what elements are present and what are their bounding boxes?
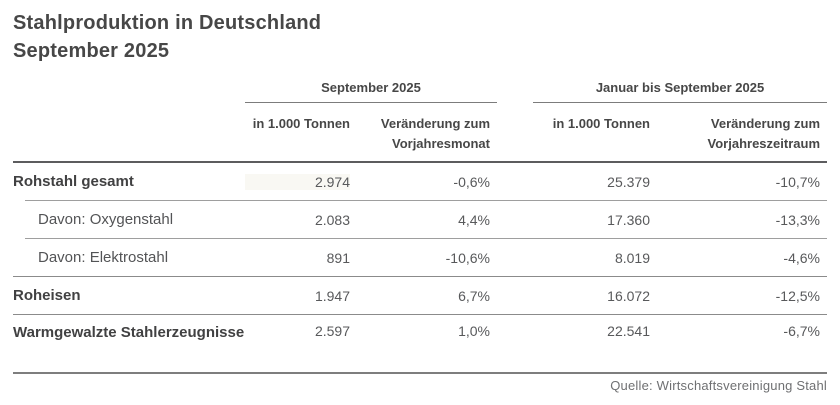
cell-sep-change: 1,0% [458, 323, 490, 339]
cell-jan-tonnes: 16.072 [607, 287, 650, 304]
page-title: Stahlproduktion in Deutschland September… [13, 9, 321, 65]
cell-sep-tonnes: 891 [326, 249, 350, 266]
cell-sep-tonnes: 2.597 [314, 323, 350, 339]
page-title-line1: Stahlproduktion in Deutschland [13, 12, 322, 34]
cell-sep-tonnes: 2.974 [245, 173, 350, 190]
cell-sep-change: -0,6% [453, 173, 490, 190]
row-divider [25, 238, 827, 239]
cell-jan-tonnes: 17.360 [607, 211, 650, 228]
cell-jan-change: -6,7% [783, 323, 820, 339]
row-label: Roheisen [13, 286, 81, 304]
steel-production-table: September 2025 Januar bis September 2025… [13, 76, 827, 374]
header-sep-tonnes: in 1.000 Tonnen [252, 116, 350, 131]
sub-header-row: in 1.000 Tonnen Veränderung zum Vorjahre… [13, 103, 827, 163]
cell-jan-tonnes: 8.019 [614, 249, 650, 266]
table-row-rohstahl-gesamt: Rohstahl gesamt 2.974 -0,6% 25.379 -10,7… [13, 163, 827, 200]
row-label: Davon: Elektrostahl [38, 248, 169, 266]
cell-sep-change: 4,4% [458, 211, 490, 228]
cell-jan-tonnes: 22.541 [607, 323, 650, 339]
cell-jan-change: -4,6% [783, 249, 820, 266]
source-attribution: Quelle: Wirtschaftsvereinigung Stahl [610, 378, 827, 393]
column-group-januar-september: Januar bis September 2025 [533, 80, 827, 103]
row-divider [25, 200, 827, 201]
table-row-roheisen: Roheisen 1.947 6,7% 16.072 -12,5% [13, 277, 827, 314]
spacer-cell [497, 103, 533, 161]
header-sep-change: Veränderung zum Vorjahresmonat [380, 116, 490, 151]
column-group-september: September 2025 [245, 80, 497, 103]
cell-sep-change: -10,6% [445, 249, 490, 266]
header-jan-change: Veränderung zum Vorjahreszeitraum [707, 116, 820, 151]
spacer-cell [13, 103, 245, 161]
cell-jan-change: -13,3% [775, 211, 820, 228]
table-row-warmgewalzte-stahlerzeugnisse: Warmgewalzte Stahlerzeugnisse 2.597 1,0%… [13, 315, 827, 372]
header-jan-tonnes: in 1.000 Tonnen [552, 116, 650, 131]
row-label: Davon: Oxygenstahl [38, 210, 174, 228]
cell-sep-tonnes: 2.083 [314, 211, 350, 228]
cell-sep-tonnes: 1.947 [314, 287, 350, 304]
cell-jan-change: -10,7% [775, 173, 820, 190]
table-bottom-border [13, 372, 827, 374]
table-row-oxygenstahl: Davon: Oxygenstahl 2.083 4,4% 17.360 -13… [13, 201, 827, 238]
page-title-line2: September 2025 [13, 40, 170, 62]
cell-sep-change: 6,7% [458, 287, 490, 304]
section-divider [13, 314, 827, 315]
column-group-header-row: September 2025 Januar bis September 2025 [13, 76, 827, 103]
table-row-elektrostahl: Davon: Elektrostahl 891 -10,6% 8.019 -4,… [13, 239, 827, 276]
section-divider [13, 276, 827, 277]
row-label: Warmgewalzte Stahlerzeugnisse [13, 324, 245, 341]
cell-jan-tonnes: 25.379 [607, 173, 650, 190]
row-label: Rohstahl gesamt [13, 172, 134, 190]
cell-jan-change: -12,5% [775, 287, 820, 304]
